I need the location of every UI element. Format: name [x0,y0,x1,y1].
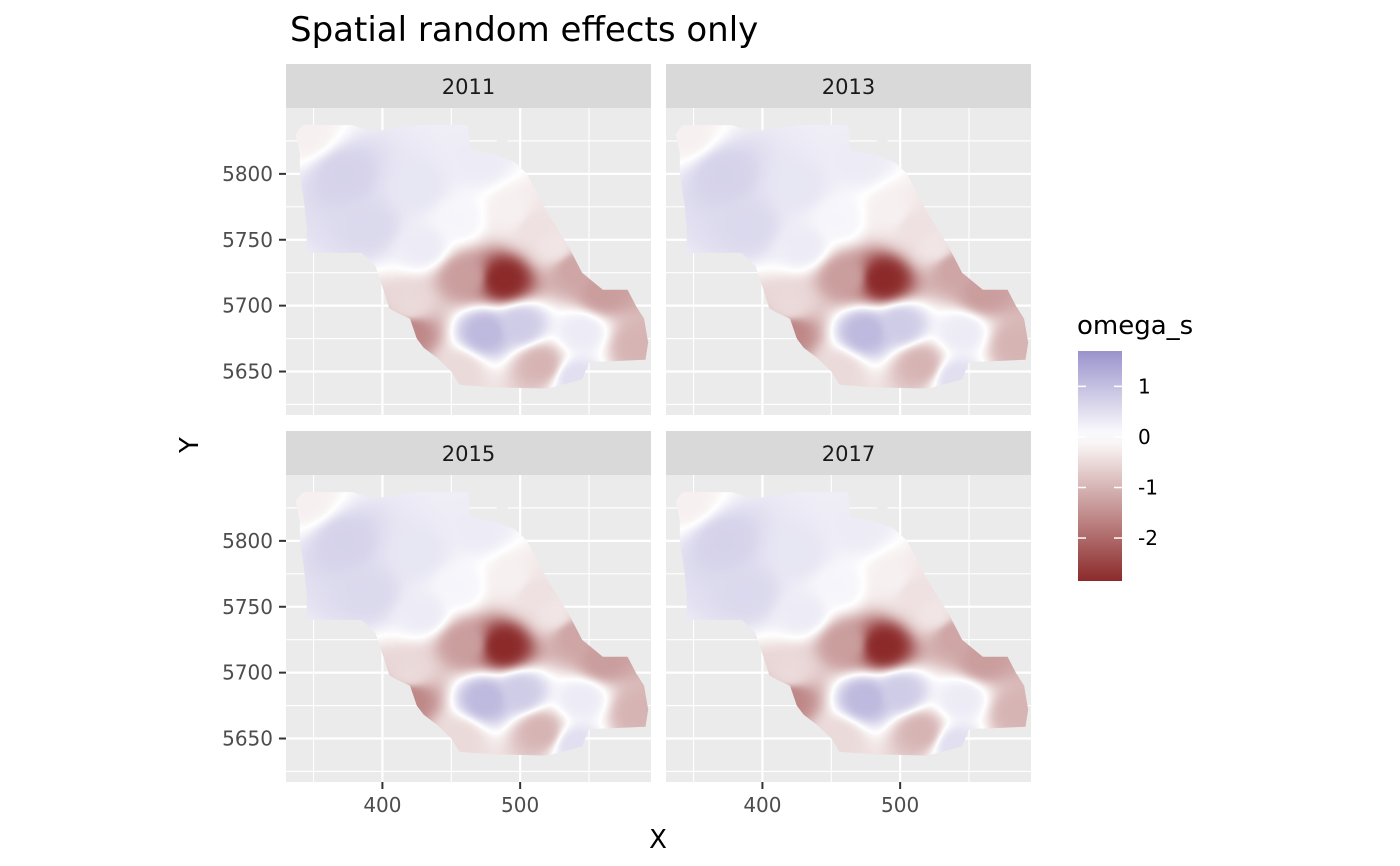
facet-strip-label: 2017 [822,442,875,466]
y-tick-label: 5800 [222,162,273,186]
facet-strip-label: 2011 [442,75,495,99]
facet-panels: 2011 5650 5700 5750 5800 2013 2015 5650 5700 5750… [222,64,1031,817]
legend-break-label: 0 [1138,425,1151,449]
facet-panel-2013: 2013 [666,64,1031,415]
legend-break-label: -2 [1138,526,1158,550]
y-tick-label: 5650 [222,360,273,384]
legend-colorbar [1078,351,1122,581]
facet-panel-2015: 2015 5650 5700 5750 5800 400 500 [222,431,651,817]
region-gap [495,492,510,528]
legend-title: omega_s [1077,311,1193,341]
legend-break-label: -1 [1138,475,1158,499]
y-tick-label: 5650 [222,727,273,751]
legend-ticks: 1 0 -1 -2 [1078,374,1158,550]
x-axis-title: X [649,825,667,855]
facet-strip [286,431,651,475]
legend-break-label: 1 [1138,374,1151,398]
y-tick-label: 5700 [222,661,273,685]
facet-strip-label: 2013 [822,75,875,99]
region-gap [495,125,510,161]
color-legend: omega_s 1 0 -1 -2 [1077,311,1193,581]
facet-panel-2011: 2011 5650 5700 5750 5800 [222,64,651,415]
y-tick-label: 5800 [222,529,273,553]
y-tick-label: 5750 [222,228,273,252]
facet-strip [286,64,651,108]
region-gap [875,492,890,528]
y-axis-title: Y [175,437,205,454]
facet-strip [666,64,1031,108]
chart-title: Spatial random effects only [290,10,758,50]
region-gap [875,125,890,161]
x-tick-label: 400 [363,793,401,817]
facet-panel-2017: 2017 400 500 [666,431,1031,817]
x-tick-label: 500 [501,793,539,817]
x-tick-label: 500 [881,793,919,817]
facet-strip [666,431,1031,475]
y-tick-label: 5700 [222,294,273,318]
x-tick-label: 400 [743,793,781,817]
facet-strip-label: 2015 [442,442,495,466]
y-tick-label: 5750 [222,595,273,619]
